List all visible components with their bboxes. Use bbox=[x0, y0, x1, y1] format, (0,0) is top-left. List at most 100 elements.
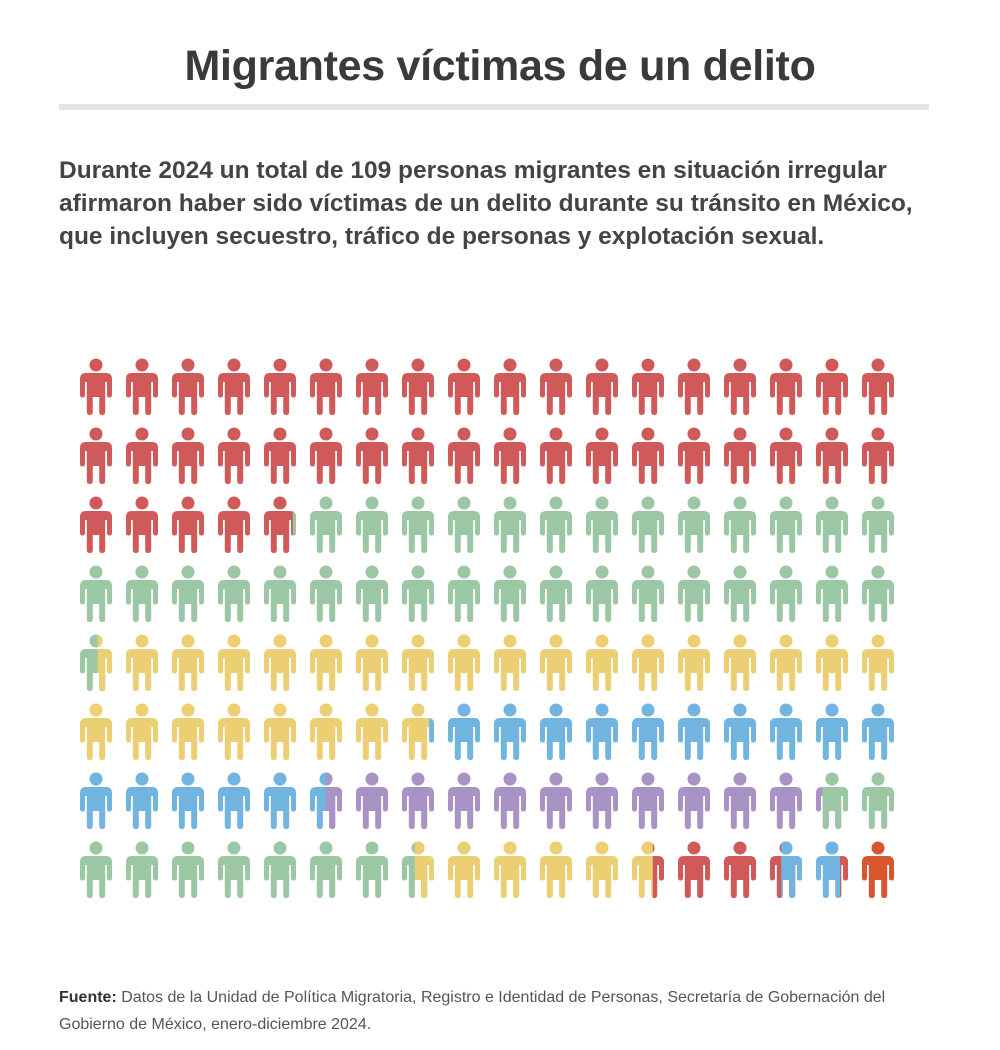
source-note: Fuente: Datos de la Unidad de Política M… bbox=[59, 984, 939, 1038]
person-icon-r7-c14 bbox=[678, 772, 710, 829]
person-icon-r7-c12 bbox=[586, 772, 618, 829]
person-icon-r2-c9 bbox=[448, 427, 480, 484]
person-icon-r8-c14 bbox=[678, 841, 710, 898]
person-icon-r3-c3 bbox=[172, 496, 204, 553]
person-icon-r5-c9 bbox=[448, 634, 480, 691]
person-icon-r8-c8 bbox=[402, 841, 434, 898]
person-icon-r2-c5 bbox=[264, 427, 296, 484]
person-icon-r2-c4 bbox=[218, 427, 250, 484]
person-icon-r3-c8 bbox=[402, 496, 434, 553]
person-icon-r3-c5 bbox=[264, 496, 296, 553]
person-icon-r5-c17 bbox=[816, 634, 848, 691]
person-icon-r5-c4 bbox=[218, 634, 250, 691]
person-icon-r5-c6 bbox=[310, 634, 342, 691]
person-icon-r6-c10 bbox=[494, 703, 526, 760]
person-icon-r5-c13 bbox=[632, 634, 664, 691]
pictogram-chart bbox=[80, 358, 894, 898]
person-icon-r7-c6 bbox=[310, 772, 342, 829]
person-icon-r2-c1 bbox=[80, 427, 112, 484]
person-icon-r6-c13 bbox=[632, 703, 664, 760]
person-icon-r4-c6 bbox=[310, 565, 342, 622]
person-icon-r7-c17 bbox=[816, 772, 848, 829]
person-icon-r7-c8 bbox=[402, 772, 434, 829]
person-icon-r6-c7 bbox=[356, 703, 388, 760]
chart-description: Durante 2024 un total de 109 personas mi… bbox=[59, 157, 913, 250]
person-icon-r2-c2 bbox=[126, 427, 158, 484]
person-icon-r6-c6 bbox=[310, 703, 342, 760]
person-icon-r6-c11 bbox=[540, 703, 572, 760]
person-icon-r7-c1 bbox=[80, 772, 112, 829]
person-icon-r8-c15 bbox=[724, 841, 756, 898]
person-icon-r6-c2 bbox=[126, 703, 158, 760]
person-icon-r2-c13 bbox=[632, 427, 664, 484]
person-icon-r8-c12 bbox=[586, 841, 618, 898]
person-icon-r2-c17 bbox=[816, 427, 848, 484]
person-icon-r1-c5 bbox=[264, 358, 296, 415]
person-icon-r5-c16 bbox=[770, 634, 802, 691]
person-icon-r4-c17 bbox=[816, 565, 848, 622]
person-icon-r7-c15 bbox=[724, 772, 756, 829]
person-icon-r4-c7 bbox=[356, 565, 388, 622]
person-icon-r5-c11 bbox=[540, 634, 572, 691]
person-icon-r1-c7 bbox=[356, 358, 388, 415]
person-icon-r6-c18 bbox=[862, 703, 894, 760]
person-icon-r6-c9 bbox=[448, 703, 480, 760]
person-icon-r4-c8 bbox=[402, 565, 434, 622]
person-icon-r3-c17 bbox=[816, 496, 848, 553]
person-icon-r1-c4 bbox=[218, 358, 250, 415]
person-icon-r4-c5 bbox=[264, 565, 296, 622]
source-label: Fuente: bbox=[59, 989, 117, 1006]
person-icon-r3-c1 bbox=[80, 496, 112, 553]
person-icon-r4-c4 bbox=[218, 565, 250, 622]
source-text: Datos de la Unidad de Política Migratori… bbox=[59, 989, 886, 1033]
person-icon-r2-c6 bbox=[310, 427, 342, 484]
person-icon-r4-c14 bbox=[678, 565, 710, 622]
person-icon-r4-c13 bbox=[632, 565, 664, 622]
person-icon-r8-c17 bbox=[816, 841, 848, 898]
person-icon-r5-c1 bbox=[80, 634, 112, 691]
person-icon-r7-c4 bbox=[218, 772, 250, 829]
person-icon-r6-c3 bbox=[172, 703, 204, 760]
person-icon-r5-c18 bbox=[862, 634, 894, 691]
person-icon-r7-c9 bbox=[448, 772, 480, 829]
person-icon-r3-c12 bbox=[586, 496, 618, 553]
person-icon-r7-c2 bbox=[126, 772, 158, 829]
person-icon-r2-c18 bbox=[862, 427, 894, 484]
person-icon-r6-c1 bbox=[80, 703, 112, 760]
person-icon-r2-c14 bbox=[678, 427, 710, 484]
person-icon-r3-c4 bbox=[218, 496, 250, 553]
person-icon-r8-c16 bbox=[770, 841, 802, 898]
person-icon-r6-c4 bbox=[218, 703, 250, 760]
person-icon-r8-c10 bbox=[494, 841, 526, 898]
person-icon-r2-c8 bbox=[402, 427, 434, 484]
person-icon-r5-c2 bbox=[126, 634, 158, 691]
person-icon-r6-c16 bbox=[770, 703, 802, 760]
person-icon-r1-c6 bbox=[310, 358, 342, 415]
person-icon-r8-c1 bbox=[80, 841, 112, 898]
person-icon-r8-c4 bbox=[218, 841, 250, 898]
person-icon-r7-c5 bbox=[264, 772, 296, 829]
person-icon-r3-c6 bbox=[310, 496, 342, 553]
person-icon-r2-c15 bbox=[724, 427, 756, 484]
person-icon-r8-c3 bbox=[172, 841, 204, 898]
person-icon-r4-c16 bbox=[770, 565, 802, 622]
person-icon-r1-c9 bbox=[448, 358, 480, 415]
person-icon-r8-c2 bbox=[126, 841, 158, 898]
person-icon-r1-c10 bbox=[494, 358, 526, 415]
person-icon-r8-c7 bbox=[356, 841, 388, 898]
person-icon-r3-c10 bbox=[494, 496, 526, 553]
person-icon-r1-c16 bbox=[770, 358, 802, 415]
person-icon-r4-c1 bbox=[80, 565, 112, 622]
person-icon-r2-c10 bbox=[494, 427, 526, 484]
chart-title: Migrantes víctimas de un delito bbox=[184, 42, 816, 90]
person-icon-r8-c9 bbox=[448, 841, 480, 898]
person-icon-r1-c12 bbox=[586, 358, 618, 415]
person-icon-r7-c3 bbox=[172, 772, 204, 829]
person-icon-r4-c15 bbox=[724, 565, 756, 622]
person-icon-r1-c2 bbox=[126, 358, 158, 415]
person-icon-r7-c13 bbox=[632, 772, 664, 829]
person-icon-r2-c3 bbox=[172, 427, 204, 484]
person-icon-r1-c15 bbox=[724, 358, 756, 415]
person-icon-r2-c12 bbox=[586, 427, 618, 484]
person-icon-r4-c11 bbox=[540, 565, 572, 622]
